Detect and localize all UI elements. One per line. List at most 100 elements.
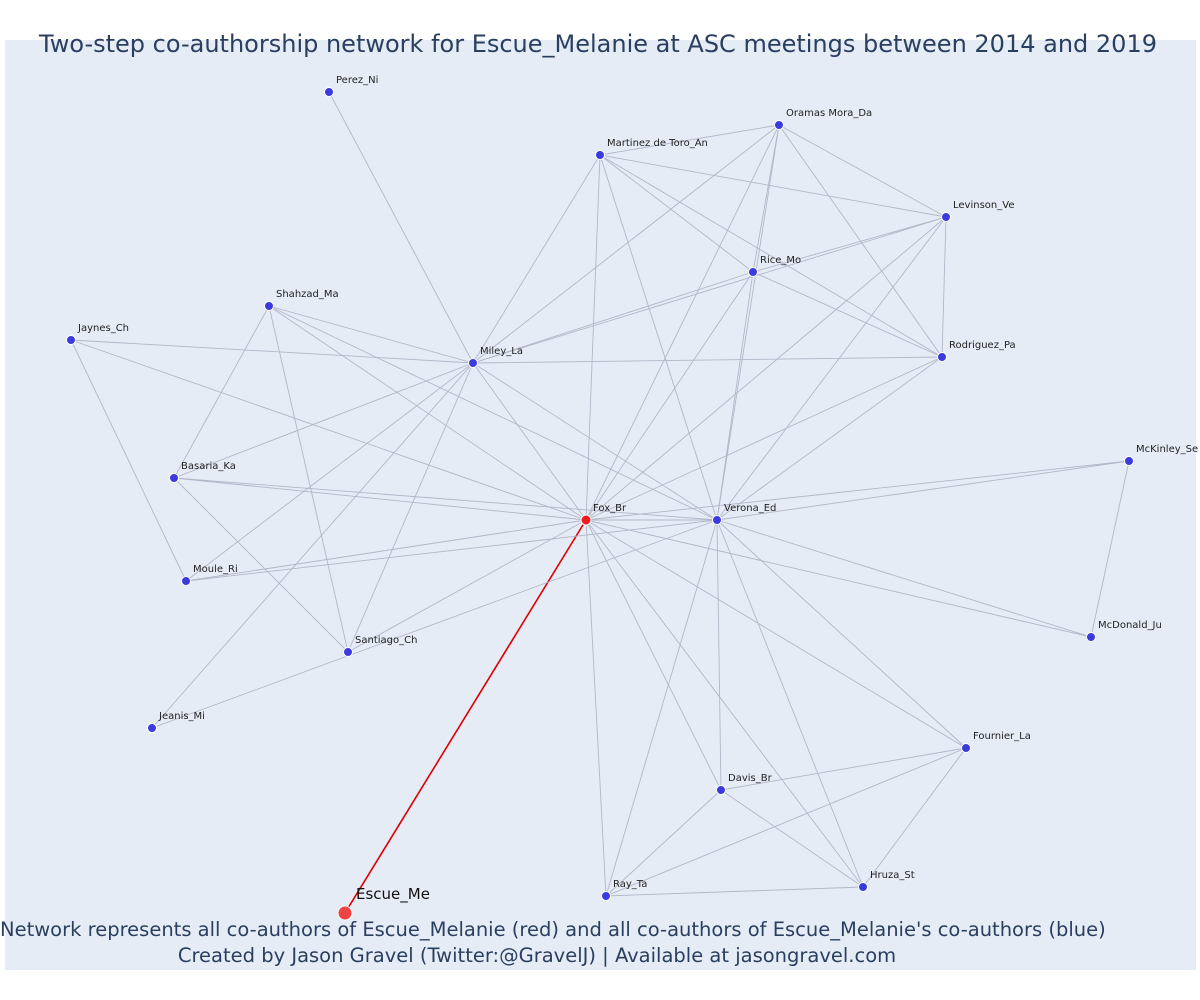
node-label-hruza-st: Hruza_St bbox=[870, 870, 915, 881]
node-label-martinez-de-toro-an: Martinez de Toro_An bbox=[607, 138, 708, 149]
node-layer bbox=[66, 87, 1134, 921]
edge-fox-br-rice-mo bbox=[585, 271, 754, 521]
edge-miley-la-rice-mo bbox=[472, 271, 754, 364]
node-label-mcdonald-ju: McDonald_Ju bbox=[1098, 620, 1162, 631]
edge-miley-la-perez-ni bbox=[328, 91, 474, 364]
caption-line-2: Created by Jason Gravel (Twitter:@Gravel… bbox=[177, 944, 897, 967]
edge-fox-br-davis-br bbox=[585, 519, 722, 791]
edge-fournier-la-ray-ta bbox=[605, 747, 967, 897]
node-label-rice-mo: Rice_Mo bbox=[760, 255, 801, 266]
edge-miley-la-jaynes-ch bbox=[70, 339, 474, 364]
node-mcdonald-ju[interactable] bbox=[1086, 632, 1096, 642]
edge-verona-ed-jeanis-mi bbox=[151, 519, 718, 729]
node-perez-ni[interactable] bbox=[324, 87, 334, 97]
node-fox-br[interactable] bbox=[580, 514, 592, 526]
edge-ray-ta-hruza-st bbox=[605, 886, 864, 897]
edge-miley-la-oramas-mora-da bbox=[472, 124, 780, 364]
node-martinez-de-toro-an[interactable] bbox=[595, 150, 605, 160]
edge-oramas-mora-da-levinson-ve bbox=[778, 124, 947, 218]
edge-miley-la-martinez-de-toro-an bbox=[472, 154, 601, 364]
edge-fox-br-hruza-st bbox=[585, 519, 864, 888]
edge-martinez-de-toro-an-rodriguez-pa bbox=[599, 154, 943, 358]
node-escue-me[interactable] bbox=[337, 905, 353, 921]
edge-miley-la-levinson-ve bbox=[472, 216, 947, 364]
node-label-fournier-la: Fournier_La bbox=[973, 731, 1031, 742]
node-miley-la[interactable] bbox=[468, 358, 478, 368]
edge-mckinley-se-mcdonald-ju bbox=[1090, 460, 1130, 638]
node-label-levinson-ve: Levinson_Ve bbox=[953, 200, 1014, 211]
node-oramas-mora-da[interactable] bbox=[774, 120, 784, 130]
edge-miley-la-moule-ri bbox=[185, 362, 474, 582]
label-layer: Escue_Me Fox_Br Verona_Ed Miley_La Rice_Mo Pe… bbox=[77, 75, 1198, 904]
node-label-oramas-mora-da: Oramas Mora_Da bbox=[786, 108, 872, 119]
edge-fox-br-santiago-ch bbox=[347, 519, 587, 653]
node-verona-ed[interactable] bbox=[712, 515, 722, 525]
edge-shahzad-ma-basaria-ka bbox=[173, 305, 270, 479]
edge-fox-br-basaria-ka bbox=[173, 477, 587, 521]
node-levinson-ve[interactable] bbox=[941, 212, 951, 222]
edge-jaynes-ch-moule-ri bbox=[70, 339, 187, 582]
edge-verona-ed-martinez-de-toro-an bbox=[599, 154, 718, 521]
edge-escue-me-fox-br bbox=[344, 519, 587, 914]
node-label-shahzad-ma: Shahzad_Ma bbox=[276, 289, 339, 300]
node-fournier-la[interactable] bbox=[961, 743, 971, 753]
node-label-basaria-ka: Basaria_Ka bbox=[181, 461, 236, 472]
node-jaynes-ch[interactable] bbox=[66, 335, 76, 345]
node-shahzad-ma[interactable] bbox=[264, 301, 274, 311]
edge-verona-ed-levinson-ve bbox=[716, 216, 947, 521]
edge-verona-ed-oramas-mora-da bbox=[716, 124, 780, 521]
edge-layer bbox=[70, 91, 1130, 914]
edge-fox-br-shahzad-ma bbox=[268, 305, 587, 521]
edge-basaria-ka-santiago-ch bbox=[173, 477, 349, 653]
edge-verona-ed-ray-ta bbox=[605, 519, 718, 897]
edge-shahzad-ma-santiago-ch bbox=[268, 305, 349, 653]
edge-verona-ed-hruza-st bbox=[716, 519, 864, 888]
node-label-ray-ta: Ray_Ta bbox=[613, 879, 647, 890]
node-label-rodriguez-pa: Rodriguez_Pa bbox=[949, 340, 1016, 351]
node-basaria-ka[interactable] bbox=[169, 473, 179, 483]
node-hruza-st[interactable] bbox=[858, 882, 868, 892]
node-rodriguez-pa[interactable] bbox=[937, 352, 947, 362]
edge-martinez-de-toro-an-levinson-ve bbox=[599, 154, 947, 218]
edge-fox-br-rodriguez-pa bbox=[585, 356, 943, 521]
node-santiago-ch[interactable] bbox=[343, 647, 353, 657]
edge-fox-br-miley-la bbox=[472, 362, 587, 521]
edge-fox-br-jaynes-ch bbox=[70, 339, 587, 521]
node-davis-br[interactable] bbox=[716, 785, 726, 795]
edge-fournier-la-davis-br bbox=[720, 747, 967, 791]
edge-rice-mo-rodriguez-pa bbox=[752, 271, 943, 358]
node-moule-ri[interactable] bbox=[181, 576, 191, 586]
node-label-davis-br: Davis_Br bbox=[728, 773, 773, 784]
node-label-moule-ri: Moule_Ri bbox=[193, 564, 238, 575]
node-mckinley-se[interactable] bbox=[1124, 456, 1134, 466]
edge-miley-la-jeanis-mi bbox=[151, 362, 474, 729]
edge-fournier-la-hruza-st bbox=[862, 747, 967, 888]
edge-fox-br-mcdonald-ju bbox=[585, 519, 1092, 638]
edge-fox-br-ray-ta bbox=[585, 519, 607, 897]
node-label-verona-ed: Verona_Ed bbox=[724, 503, 776, 514]
edge-miley-la-shahzad-ma bbox=[268, 305, 474, 364]
edge-miley-la-rodriguez-pa bbox=[472, 356, 943, 364]
edge-verona-ed-fournier-la bbox=[716, 519, 967, 749]
node-label-jaynes-ch: Jaynes_Ch bbox=[77, 323, 129, 334]
node-jeanis-mi[interactable] bbox=[147, 723, 157, 733]
edge-fox-br-mckinley-se bbox=[585, 460, 1130, 521]
edge-miley-la-basaria-ka bbox=[173, 362, 474, 479]
node-ray-ta[interactable] bbox=[601, 891, 611, 901]
node-rice-mo[interactable] bbox=[748, 267, 758, 277]
caption-line-1: Network represents all co-authors of Esc… bbox=[0, 918, 1106, 941]
node-label-santiago-ch: Santiago_Ch bbox=[355, 635, 417, 646]
edge-verona-ed-basaria-ka bbox=[173, 477, 718, 521]
node-label-mckinley-se: McKinley_Se bbox=[1136, 444, 1198, 455]
edge-fox-br-levinson-ve bbox=[585, 216, 947, 521]
edge-verona-ed-moule-ri bbox=[185, 519, 718, 582]
edge-oramas-mora-da-martinez-de-toro-an bbox=[599, 124, 780, 156]
edge-davis-br-hruza-st bbox=[720, 789, 864, 888]
edge-fox-br-fournier-la bbox=[585, 519, 967, 749]
node-label-perez-ni: Perez_Ni bbox=[336, 75, 378, 86]
node-label-jeanis-mi: Jeanis_Mi bbox=[158, 711, 205, 722]
edge-verona-ed-rice-mo bbox=[716, 271, 754, 521]
node-label-miley-la: Miley_La bbox=[480, 346, 523, 357]
edge-fox-br-oramas-mora-da bbox=[585, 124, 780, 521]
